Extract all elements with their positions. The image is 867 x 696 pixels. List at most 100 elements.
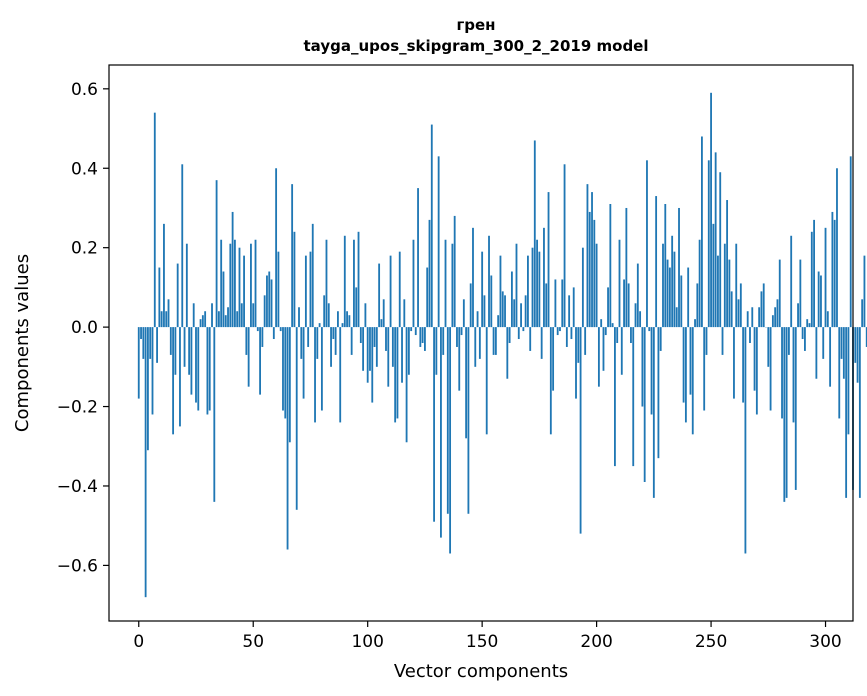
bar-44 — [238, 247, 241, 328]
bar-192 — [577, 327, 580, 363]
bar-264 — [742, 327, 745, 403]
bar-245 — [698, 239, 701, 328]
bar-57 — [268, 271, 271, 328]
bar-142 — [462, 299, 465, 328]
bar-295 — [813, 219, 815, 328]
bar-314 — [856, 327, 859, 383]
bar-251 — [712, 223, 715, 328]
bar-299 — [822, 327, 825, 359]
bar-223 — [648, 327, 651, 332]
bar-150 — [481, 251, 484, 328]
bar-94 — [353, 239, 355, 328]
bar-106 — [380, 319, 383, 328]
bar-275 — [767, 327, 770, 367]
bar-203 — [602, 327, 605, 371]
bar-300 — [824, 227, 827, 328]
bar-292 — [806, 319, 809, 328]
bar-37 — [222, 271, 225, 328]
bar-271 — [758, 307, 761, 328]
bar-248 — [705, 327, 708, 355]
bar-63 — [282, 327, 284, 411]
bar-161 — [506, 327, 509, 379]
bar-151 — [483, 295, 486, 328]
chart-title-line1: грен — [456, 16, 495, 34]
bar-224 — [650, 327, 653, 415]
bar-253 — [717, 255, 719, 328]
bar-290 — [801, 327, 804, 340]
bar-208 — [614, 327, 616, 467]
bar-55 — [263, 295, 266, 328]
bar-194 — [581, 247, 584, 328]
bar-163 — [510, 271, 513, 328]
bar-83 — [327, 303, 330, 328]
bar-82 — [325, 239, 328, 328]
bar-173 — [533, 140, 536, 328]
bar-40 — [229, 243, 232, 328]
bar-239 — [684, 327, 687, 423]
bar-98 — [362, 327, 365, 371]
bar-121 — [414, 327, 417, 336]
bar-133 — [442, 327, 445, 355]
bar-139 — [456, 327, 458, 347]
bar-115 — [401, 327, 403, 383]
bar-137 — [451, 243, 454, 328]
bar-42 — [233, 239, 236, 328]
bar-197 — [588, 211, 591, 328]
bar-257 — [726, 200, 729, 328]
bar-246 — [701, 136, 703, 328]
bar-28 — [201, 315, 204, 328]
bar-129 — [433, 327, 435, 522]
bar-158 — [499, 255, 502, 328]
bar-96 — [357, 231, 360, 328]
bar-13 — [167, 299, 170, 328]
bar-30 — [206, 327, 209, 415]
bar-157 — [497, 315, 500, 328]
bar-101 — [369, 327, 371, 371]
bar-81 — [323, 295, 326, 328]
bar-154 — [490, 275, 493, 328]
bar-204 — [604, 327, 607, 336]
bar-21 — [185, 243, 188, 328]
bar-273 — [762, 283, 765, 328]
bar-228 — [659, 327, 662, 351]
bar-188 — [568, 295, 571, 328]
bar-50 — [252, 303, 255, 328]
bar-103 — [373, 327, 376, 347]
bar-9 — [158, 267, 161, 328]
bar-59 — [272, 327, 275, 340]
bar-74 — [307, 327, 310, 347]
bar-17 — [176, 263, 179, 328]
bar-196 — [586, 184, 589, 328]
bars-group — [137, 92, 867, 598]
bar-262 — [737, 299, 740, 328]
bar-124 — [421, 327, 424, 343]
bar-36 — [220, 239, 223, 328]
bar-305 — [836, 168, 838, 328]
bar-125 — [424, 327, 426, 351]
bar-5 — [149, 327, 152, 359]
bar-185 — [561, 279, 564, 328]
bar-144 — [467, 327, 470, 514]
bar-58 — [270, 279, 273, 328]
bar-29 — [204, 311, 207, 328]
bar-308 — [842, 327, 845, 379]
bar-3 — [144, 327, 147, 598]
bar-116 — [403, 299, 406, 328]
bar-18 — [179, 327, 181, 427]
bar-145 — [469, 283, 472, 328]
bar-266 — [746, 311, 749, 328]
bar-27 — [199, 319, 202, 328]
bar-288 — [797, 303, 799, 328]
bar-304 — [833, 219, 836, 328]
bar-219 — [639, 311, 642, 328]
bar-180 — [549, 327, 552, 435]
bar-281 — [781, 327, 783, 419]
bar-270 — [755, 327, 758, 415]
bar-108 — [385, 327, 387, 351]
bar-256 — [723, 243, 726, 328]
bar-241 — [689, 327, 692, 395]
bar-211 — [620, 327, 623, 375]
bar-181 — [552, 327, 555, 391]
bar-230 — [664, 204, 667, 328]
